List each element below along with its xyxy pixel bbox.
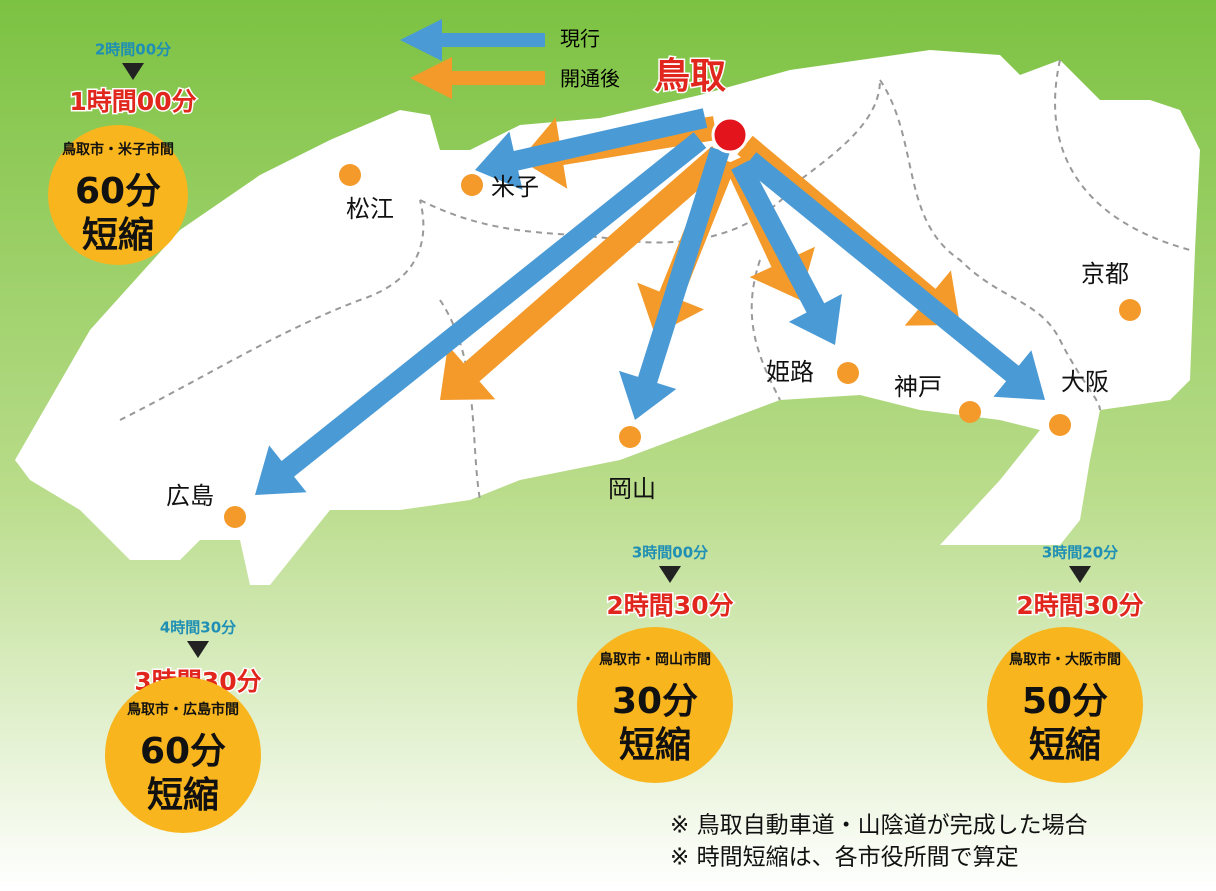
down-triangle xyxy=(187,641,209,658)
down-triangle xyxy=(1069,566,1091,583)
before-time: 3時間00分 xyxy=(632,544,708,562)
city-dot xyxy=(339,164,361,186)
callout-circle xyxy=(987,627,1143,783)
note: ※ 鳥取自動車道・山陰道が完成した場合 xyxy=(670,813,1088,839)
route-label: 鳥取市・大阪市間 xyxy=(1009,651,1121,668)
origin-dot xyxy=(711,116,749,154)
route-label: 鳥取市・広島市間 xyxy=(127,701,239,718)
arrow xyxy=(743,152,1045,400)
down-triangle xyxy=(122,63,144,80)
city-label: 岡山 xyxy=(608,475,656,503)
city-dot xyxy=(224,506,246,528)
arrow xyxy=(255,132,707,496)
saving-label: 短縮 xyxy=(82,215,154,256)
arrow xyxy=(410,57,545,99)
city-label: 広島 xyxy=(166,482,214,510)
arrows xyxy=(255,108,1045,496)
origin-label: 鳥取 xyxy=(654,56,726,97)
saving-label: 短縮 xyxy=(147,775,219,816)
saving-label: 短縮 xyxy=(619,725,691,766)
prefecture-borders xyxy=(119,59,1191,501)
city-dot xyxy=(1049,414,1071,436)
callout-circle xyxy=(105,677,261,833)
city-dot xyxy=(1119,299,1141,321)
saving: 30分 xyxy=(612,681,698,722)
legend-label: 現行 xyxy=(560,27,600,51)
arrow xyxy=(440,145,728,400)
saving-label: 短縮 xyxy=(1029,725,1101,766)
city-label: 松江 xyxy=(346,195,394,223)
saving: 60分 xyxy=(140,731,226,772)
city-label: 神戸 xyxy=(894,373,942,401)
city-dot xyxy=(959,401,981,423)
arrow xyxy=(400,19,545,61)
arrow xyxy=(731,160,842,345)
before-time: 3時間20分 xyxy=(1042,544,1118,562)
after-time: 2時間30分 xyxy=(1016,591,1143,620)
arrow xyxy=(618,146,730,421)
note: ※ 時間短縮は、各市役所間で算定 xyxy=(670,845,1019,871)
route-label: 鳥取市・米子市間 xyxy=(62,141,174,158)
saving: 60分 xyxy=(75,171,161,212)
city-label: 大阪 xyxy=(1061,368,1109,396)
after-time: 1時間00分 xyxy=(69,87,196,116)
route-label: 鳥取市・岡山市間 xyxy=(599,651,711,668)
callout-circle xyxy=(577,627,733,783)
city-dot xyxy=(619,426,641,448)
city-dot xyxy=(461,174,483,196)
notes: ※ 鳥取自動車道・山陰道が完成した場合 ※ 時間短縮は、各市役所間で算定 xyxy=(670,813,1088,871)
city-label: 米子 xyxy=(491,173,539,201)
city-dot xyxy=(837,362,859,384)
saving: 50分 xyxy=(1022,681,1108,722)
before-time: 2時間00分 xyxy=(95,41,171,59)
down-triangle xyxy=(659,566,681,583)
before-time: 4時間30分 xyxy=(160,619,236,637)
after-time: 2時間30分 xyxy=(606,591,733,620)
city-label: 京都 xyxy=(1081,260,1129,288)
arrow xyxy=(475,108,708,190)
callouts: 2時間00分1時間00分鳥取市・米子市間60分短縮4時間30分3時間30分鳥取市… xyxy=(48,41,1145,833)
callout-circle xyxy=(48,125,188,265)
legend-label: 開通後 xyxy=(560,67,620,91)
city-label: 姫路 xyxy=(766,358,814,386)
